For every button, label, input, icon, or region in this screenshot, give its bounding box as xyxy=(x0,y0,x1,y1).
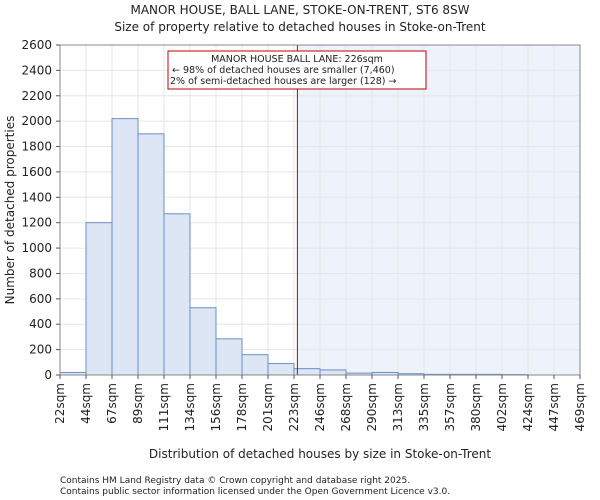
x-tick-label: 201sqm xyxy=(261,383,275,431)
annotation-line2: ← 98% of detached houses are smaller (7,… xyxy=(172,65,395,76)
y-tick-label: 600 xyxy=(29,292,52,306)
x-tick-label: 380sqm xyxy=(469,383,483,431)
chart-subtitle: Size of property relative to detached ho… xyxy=(114,20,486,34)
x-tick-label: 156sqm xyxy=(209,383,223,431)
x-tick-label: 178sqm xyxy=(235,383,249,431)
x-tick-label: 89sqm xyxy=(131,383,145,424)
bar xyxy=(137,133,165,376)
y-tick-label: 1800 xyxy=(21,140,52,154)
x-tick-label: 424sqm xyxy=(521,383,535,431)
x-tick-label: 134sqm xyxy=(183,383,197,431)
y-tick-labels: 0 200 400 600 800 1000 1200 1400 1600 1800 2000 220… xyxy=(21,38,60,382)
y-tick-label: 2600 xyxy=(21,38,52,52)
x-tick-label: 111sqm xyxy=(157,383,171,431)
annotation-line3: 2% of semi-detached houses are larger (1… xyxy=(170,76,397,87)
y-tick-label: 2400 xyxy=(21,63,52,77)
bar xyxy=(163,213,191,376)
y-tick-label: 1000 xyxy=(21,241,52,255)
y-tick-label: 1200 xyxy=(21,216,52,230)
footer-line1: Contains HM Land Registry data © Crown c… xyxy=(60,476,410,486)
y-axis-label: Number of detached properties xyxy=(3,116,17,305)
bar xyxy=(215,338,243,376)
bar xyxy=(111,118,139,376)
bar xyxy=(241,354,269,376)
x-tick-label: 268sqm xyxy=(339,383,353,431)
y-tick-label: 1600 xyxy=(21,165,52,179)
y-tick-label: 800 xyxy=(29,266,52,280)
x-tick-label: 246sqm xyxy=(313,383,327,431)
highlight-region xyxy=(297,45,580,375)
bar xyxy=(267,363,295,376)
annotation-box: MANOR HOUSE BALL LANE: 226sqm ← 98% of d… xyxy=(167,50,427,90)
x-tick-label: 402sqm xyxy=(495,383,509,431)
x-tick-label: 335sqm xyxy=(417,383,431,431)
x-tick-label: 447sqm xyxy=(547,383,561,431)
x-tick-label: 22sqm xyxy=(53,383,67,424)
footer-line2: Contains public sector information licen… xyxy=(60,487,450,497)
x-axis-label: Distribution of detached houses by size … xyxy=(149,447,491,461)
y-tick-label: 2000 xyxy=(21,114,52,128)
x-tick-label: 313sqm xyxy=(391,383,405,431)
x-tick-label: 223sqm xyxy=(287,383,301,431)
bars xyxy=(59,118,529,376)
y-tick-label: 200 xyxy=(29,343,52,357)
annotation-frame xyxy=(167,50,427,90)
chart-title: MANOR HOUSE, BALL LANE, STOKE-ON-TRENT, … xyxy=(130,3,469,17)
y-tick-label: 1400 xyxy=(21,190,52,204)
x-tick-label: 469sqm xyxy=(573,383,587,431)
x-tick-label: 67sqm xyxy=(105,383,119,424)
x-tick-label: 290sqm xyxy=(365,383,379,431)
y-tick-label: 0 xyxy=(44,368,52,382)
bar xyxy=(293,368,321,376)
bar xyxy=(85,222,113,376)
y-tick-label: 400 xyxy=(29,317,52,331)
y-tick-label: 2200 xyxy=(21,89,52,103)
bar xyxy=(189,307,217,376)
bar xyxy=(319,369,347,376)
x-tick-labels: 22sqm 44sqm 67sqm 89sqm 111sqm 134sqm 156sqm 17… xyxy=(53,375,587,431)
x-tick-label: 357sqm xyxy=(443,383,457,431)
annotation-line1: MANOR HOUSE BALL LANE: 226sqm xyxy=(211,54,383,65)
x-tick-label: 44sqm xyxy=(79,383,93,424)
